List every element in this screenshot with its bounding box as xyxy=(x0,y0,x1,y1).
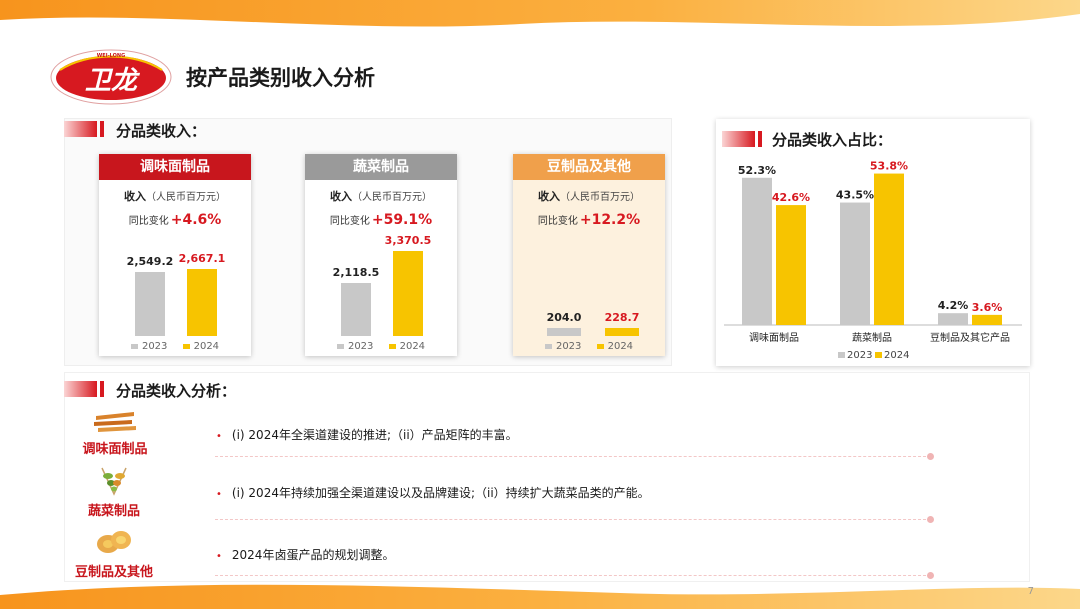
share-bar-2023-0 xyxy=(742,177,772,325)
bar-2024 xyxy=(187,268,217,336)
share-bar-2024-1 xyxy=(874,173,904,325)
bottom-wave-decoration xyxy=(0,584,1080,609)
label-2023: 2,118.5 xyxy=(332,265,380,279)
label-2024: 228.7 xyxy=(604,311,640,324)
divider-dot xyxy=(927,516,934,523)
legend-label-2024: 2024 xyxy=(884,350,909,361)
section-marker-icon xyxy=(64,121,104,137)
card-title: 蔬菜制品 xyxy=(305,154,457,180)
share-bar-2024-2 xyxy=(972,314,1002,325)
card-legend: 2023 2024 xyxy=(513,341,665,352)
revenue-card-bean-products: 豆制品及其他 收入（人民币百万元） 同比变化 +12.2% 204.0 228.7… xyxy=(513,154,665,356)
label-2023: 2,549.2 xyxy=(126,254,174,268)
share-heading: 分品类收入占比： xyxy=(772,131,892,149)
revenue-share-panel: 分品类收入占比： 52.3% 42.6% 调味面制品 43.5% 53.8% 蔬菜制品 4.… xyxy=(716,119,1030,366)
share-value-label-2024-0: 42.6% xyxy=(772,191,810,204)
divider-dot xyxy=(927,453,934,460)
spicy-strip-icon xyxy=(94,412,136,432)
label-2024: 3,370.5 xyxy=(384,234,432,247)
bar-2024 xyxy=(605,328,639,336)
legend-swatch-2023 xyxy=(838,352,845,358)
bar-2024 xyxy=(393,251,423,336)
yoy-value: +4.6% xyxy=(170,212,222,228)
row-label-seasoned-flour: 调味面制品 xyxy=(82,442,148,457)
label-2024: 2,667.1 xyxy=(178,251,226,265)
bar-2023 xyxy=(135,271,165,336)
row-text-bean-products: • 2024年卤蛋产品的规划调整。 xyxy=(216,548,395,562)
share-value-label-2023-1: 43.5% xyxy=(836,189,874,202)
section-marker-bar xyxy=(758,131,762,147)
legend-swatch-2024 xyxy=(875,352,882,358)
card-title: 豆制品及其他 xyxy=(513,154,665,180)
revenue-card-seasoned-flour: 调味面制品 收入（人民币百万元） 同比变化 +4.6% 2,549.2 2,667… xyxy=(99,154,251,356)
yoy-value: +12.2% xyxy=(579,212,641,228)
braised-egg-icon xyxy=(97,531,131,553)
share-bar-2023-2 xyxy=(938,313,968,325)
card-yoy: 同比变化 +59.1% xyxy=(329,212,433,228)
card-yoy: 同比变化 +4.6% xyxy=(128,212,222,228)
label-2023: 204.0 xyxy=(546,311,582,324)
card-legend: 2023 2024 xyxy=(305,341,457,352)
divider-dot xyxy=(927,572,934,579)
share-value-label-2023-0: 52.3% xyxy=(738,164,776,177)
share-value-label-2024-1: 53.8% xyxy=(870,160,908,173)
logo-subtext: WEI-LONG xyxy=(97,53,125,59)
revenue-share-chart: 分品类收入占比： 52.3% 42.6% 调味面制品 43.5% 53.8% 蔬菜制品 4.… xyxy=(722,131,1022,361)
row-divider xyxy=(215,575,931,576)
category-revenue-heading: 分品类收入： xyxy=(116,122,207,140)
row-label-bean-products: 豆制品及其他 xyxy=(74,565,153,580)
card-metric: 收入（人民币百万元） xyxy=(538,190,640,203)
page-number: 7 xyxy=(1027,586,1034,597)
page-title: 按产品类别收入分析 xyxy=(186,66,375,90)
row-text-seasoned-flour: • (i) 2024年全渠道建设的推进;（ii）产品矩阵的丰富。 xyxy=(216,428,518,442)
chart-legend: 2023 2024 xyxy=(838,350,909,361)
konjac-skewer-icon xyxy=(101,467,127,496)
card-yoy: 同比变化 +12.2% xyxy=(537,212,641,228)
category-tick-label-0: 调味面制品 xyxy=(749,331,799,344)
row-label-vegetable: 蔬菜制品 xyxy=(87,504,140,519)
row-divider xyxy=(215,456,931,457)
card-metric: 收入（人民币百万元） xyxy=(124,190,226,203)
yoy-value: +59.1% xyxy=(371,212,433,228)
share-bar-2024-0 xyxy=(776,205,806,325)
logo-text: 卫龙 xyxy=(85,66,141,96)
card-title: 调味面制品 xyxy=(99,154,251,180)
card-legend: 2023 2024 xyxy=(99,341,251,352)
section-marker-icon xyxy=(722,131,755,147)
bar-2023 xyxy=(341,282,371,336)
analysis-heading: 分品类收入分析： xyxy=(116,382,237,400)
top-wave-decoration xyxy=(0,0,1080,27)
category-tick-label-2: 豆制品及其它产品 xyxy=(930,331,1010,344)
row-text-vegetable: • (i) 2024年持续加强全渠道建设以及品牌建设;（ii）持续扩大蔬菜品类的产… xyxy=(216,486,650,500)
weilong-logo: WEI-LONG 卫龙 xyxy=(50,49,172,105)
row-divider xyxy=(215,519,931,520)
card-metric: 收入（人民币百万元） xyxy=(330,190,432,203)
revenue-card-vegetable: 蔬菜制品 收入（人民币百万元） 同比变化 +59.1% 2,118.5 3,370… xyxy=(305,154,457,356)
share-value-label-2023-2: 4.2% xyxy=(938,299,969,312)
legend-label-2023: 2023 xyxy=(847,350,872,361)
share-value-label-2024-2: 3.6% xyxy=(972,301,1003,314)
analysis-panel xyxy=(64,372,1030,582)
bar-2023 xyxy=(547,328,581,336)
category-tick-label-1: 蔬菜制品 xyxy=(852,331,892,344)
share-bar-2023-1 xyxy=(840,202,870,325)
section-marker-icon xyxy=(64,381,104,397)
